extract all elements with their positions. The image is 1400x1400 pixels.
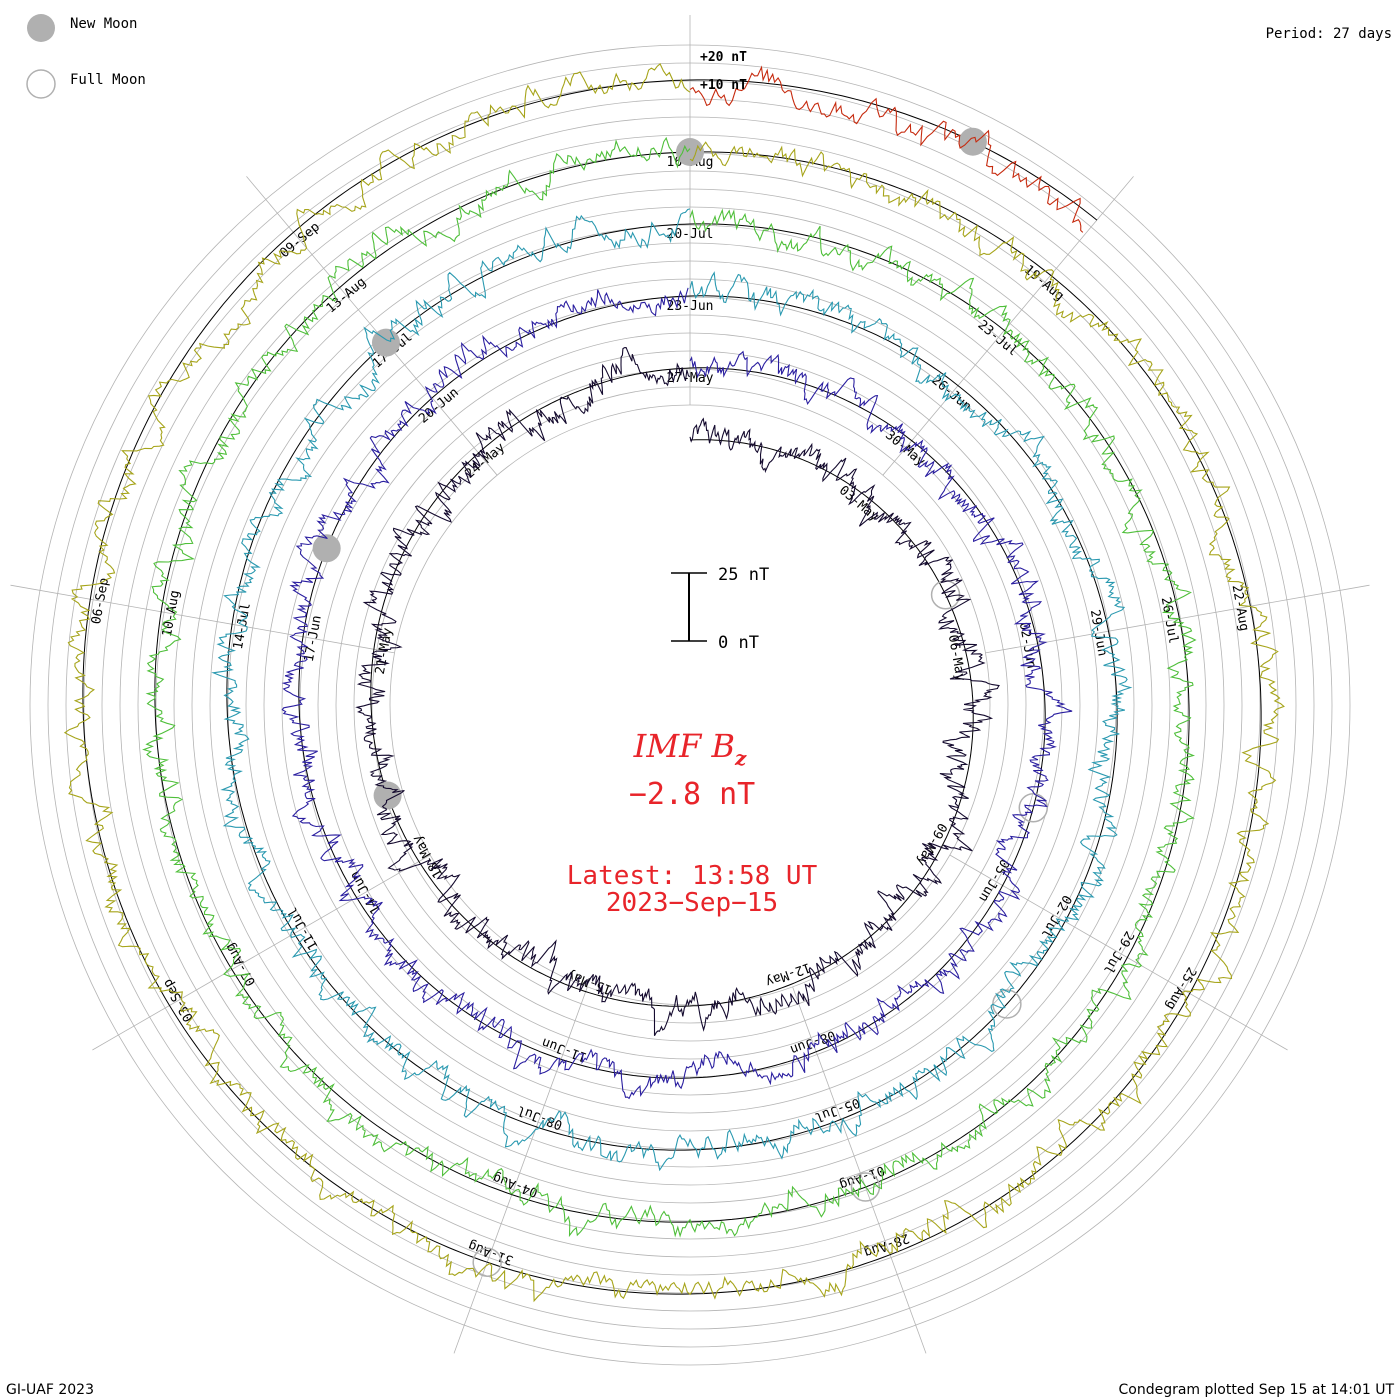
full-moon-legend-icon xyxy=(26,69,56,99)
full-moon-marker xyxy=(850,1172,881,1202)
date-tick-labels: 03-May06-May09-May12-May15-May18-May21-M… xyxy=(89,155,1251,1267)
polar-grid xyxy=(10,15,1370,1366)
date-tick-label: 25-Aug xyxy=(1162,964,1198,1012)
current-value: −2.8 nT xyxy=(629,777,755,812)
footer-credit: GI-UAF 2023 xyxy=(6,1382,94,1398)
grid-radial-line xyxy=(10,584,395,654)
grid-radial-line xyxy=(453,986,588,1354)
new-moon-marker xyxy=(958,127,987,156)
date-tick-label: 23-Jun xyxy=(667,299,714,314)
new-moon-legend-label: New Moon xyxy=(70,16,137,32)
new-moon-legend-icon xyxy=(27,14,55,42)
scale-bar: 25 nT 0 nT xyxy=(671,565,769,653)
bz-series-rotation-4 xyxy=(142,136,1197,1238)
date-tick-label: 05-Jul xyxy=(813,1094,862,1124)
grid-circle xyxy=(263,278,1117,1132)
full-moon-marker xyxy=(1018,793,1049,823)
footer-plot-time: Condegram plotted Sep 15 at 14:01 UT xyxy=(1118,1382,1394,1398)
new-moon-marker xyxy=(312,534,341,563)
bz-series-rotation-5 xyxy=(63,63,1285,1303)
parameter-title-main: IMF B xyxy=(633,727,735,765)
grid-radial-line xyxy=(92,854,431,1051)
date-tick-label: 29-Jul xyxy=(1100,928,1136,976)
center-readout: IMF Bz −2.8 nT Latest: 13:58 UT 2023−Sep… xyxy=(567,727,818,918)
date-tick-label: 20-Jul xyxy=(667,227,714,242)
zero-rings xyxy=(82,79,1262,1295)
bz-series-rotation-2 xyxy=(281,287,1073,1100)
date-tick-label: 22-Aug xyxy=(1229,584,1252,633)
date-tick-label: 02-Jul xyxy=(1038,892,1074,940)
date-tick-label: 04-Aug xyxy=(491,1170,540,1200)
grid-radial-line xyxy=(949,854,1288,1051)
ring-scale-label-20: +20 nT xyxy=(700,50,747,65)
grid-circle xyxy=(317,332,1063,1078)
scale-bar-top-label: 25 nT xyxy=(718,565,769,585)
ring-scale-label-10: +10 nT xyxy=(700,78,747,93)
date-tick-label: 27-May xyxy=(667,371,714,386)
moon-legend: New Moon Full Moon xyxy=(26,14,146,99)
date-tick-label: 05-Jun xyxy=(975,856,1011,904)
grid-radial-line xyxy=(246,176,498,476)
full-moon-marker xyxy=(472,1247,502,1277)
bz-series-traces xyxy=(63,63,1285,1303)
parameter-title: IMF Bz xyxy=(633,727,747,770)
parameter-title-subscript: z xyxy=(734,746,747,770)
grid-circle xyxy=(353,368,1027,1042)
new-moon-marker xyxy=(676,138,704,166)
period-label: Period: 27 days xyxy=(1266,26,1392,42)
latest-time: Latest: 13:58 UT xyxy=(567,861,818,891)
grid-circle xyxy=(335,350,1045,1060)
full-moon-legend-label: Full Moon xyxy=(70,72,146,88)
bz-series-rotation-3 xyxy=(211,208,1133,1172)
bz-series-rotation-1 xyxy=(355,347,1000,1037)
zero-spiral xyxy=(82,79,1262,1295)
bz-series-rotation-6 xyxy=(689,65,1084,233)
scale-bar-bottom-label: 0 nT xyxy=(718,633,759,653)
latest-date: 2023−Sep−15 xyxy=(606,888,778,918)
new-moon-marker xyxy=(373,781,402,810)
